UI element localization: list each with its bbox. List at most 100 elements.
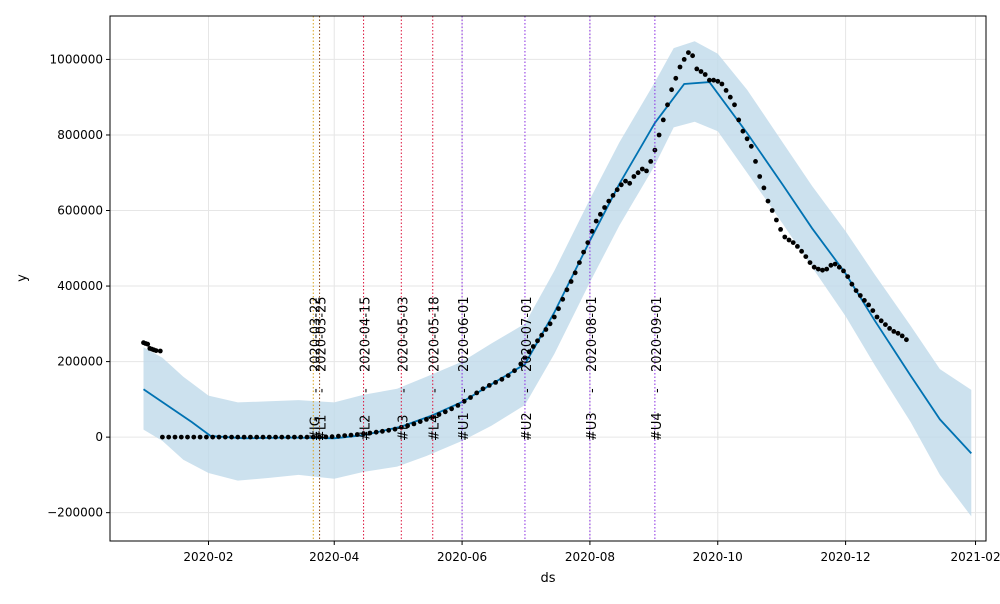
observed-point xyxy=(799,248,804,254)
observed-point xyxy=(711,77,716,83)
observed-point xyxy=(853,288,859,293)
observed-point xyxy=(191,434,197,440)
observed-point xyxy=(660,117,666,123)
event-code-label: #U3 xyxy=(585,412,600,441)
observed-point xyxy=(669,87,674,93)
observed-point xyxy=(899,333,905,339)
observed-point xyxy=(560,296,566,302)
observed-point xyxy=(698,69,704,74)
x-axis-label: ds xyxy=(540,571,555,586)
observed-point xyxy=(577,260,582,265)
event-separator: - xyxy=(520,388,535,393)
observed-point xyxy=(824,266,830,272)
observed-point xyxy=(719,81,725,87)
uncertainty-band xyxy=(143,41,972,517)
observed-point xyxy=(285,434,291,440)
observed-point xyxy=(857,293,863,298)
event-separator: - xyxy=(315,388,330,393)
event-code-label: #L2 xyxy=(359,415,374,441)
y-tick-label: 0 xyxy=(95,430,103,444)
x-tick-label: 2021-02 xyxy=(950,550,1000,564)
observed-point xyxy=(891,329,897,334)
observed-point xyxy=(686,50,691,55)
observed-point xyxy=(748,143,754,149)
observed-point xyxy=(602,205,607,210)
observed-point xyxy=(707,77,712,83)
observed-point xyxy=(648,159,654,164)
observed-point xyxy=(581,249,586,255)
observed-point xyxy=(354,432,360,437)
observed-point xyxy=(535,338,540,344)
observed-point xyxy=(367,430,373,436)
x-tick-label: 2020-04 xyxy=(309,550,359,564)
observed-point xyxy=(878,318,884,324)
observed-point xyxy=(486,383,492,388)
observed-point xyxy=(820,267,825,273)
observed-point xyxy=(753,159,758,164)
observed-point xyxy=(618,182,624,188)
plot-frame xyxy=(109,15,987,542)
event-code-label: #U4 xyxy=(650,412,665,441)
observed-point xyxy=(254,434,260,440)
x-tick-label: 2020-06 xyxy=(437,550,487,564)
observed-point xyxy=(690,53,695,59)
event-date-label: 2020-05-18 xyxy=(428,296,443,372)
observed-point xyxy=(157,348,163,354)
event-separator: - xyxy=(428,388,443,393)
observed-point xyxy=(623,178,628,184)
observed-point xyxy=(222,434,228,440)
observed-point xyxy=(442,409,448,415)
observed-point xyxy=(757,174,763,179)
x-tick-label: 2020-10 xyxy=(693,550,743,564)
band-layer xyxy=(143,41,972,517)
observed-point xyxy=(248,434,253,440)
observed-point xyxy=(736,117,742,123)
observed-point xyxy=(405,423,410,429)
observed-point xyxy=(160,434,165,440)
y-tick-label: 600000 xyxy=(57,204,103,218)
observed-point xyxy=(373,429,379,435)
observed-point xyxy=(411,421,417,427)
observed-point xyxy=(811,264,817,270)
event-layer: 2020-03-22-#IG2020-03-25-#L12020-04-15-#… xyxy=(308,16,665,541)
observed-point xyxy=(185,434,190,440)
observed-point xyxy=(644,168,649,174)
event-separator: - xyxy=(457,388,472,393)
observed-point xyxy=(836,264,842,270)
observed-point xyxy=(627,180,633,186)
event-code-label: #L3 xyxy=(396,415,411,441)
event-code-label: #L4 xyxy=(428,415,443,441)
observed-point xyxy=(732,102,737,108)
observed-point xyxy=(436,412,442,417)
observed-point xyxy=(279,434,285,440)
x-tick-label: 2020-12 xyxy=(821,550,871,564)
point-layer xyxy=(141,50,909,440)
observed-point xyxy=(430,414,436,420)
observed-point xyxy=(815,266,821,272)
event-date-label: 2020-07-01 xyxy=(520,296,535,372)
observed-point xyxy=(849,281,855,287)
observed-point xyxy=(273,434,278,440)
observed-point xyxy=(461,398,467,404)
observed-point xyxy=(530,344,536,349)
observed-point xyxy=(904,337,909,343)
y-tick-label: 1000000 xyxy=(50,52,103,66)
observed-point xyxy=(614,187,620,193)
event-separator: - xyxy=(650,388,665,393)
observed-point xyxy=(336,433,341,439)
event-date-label: 2020-03-25 xyxy=(315,296,330,372)
observed-point xyxy=(153,348,159,353)
observed-point xyxy=(348,432,354,438)
event-separator: - xyxy=(308,388,323,393)
y-axis-label: y xyxy=(15,274,30,282)
observed-point xyxy=(635,170,641,176)
observed-point xyxy=(727,94,733,100)
event-code-label: #U1 xyxy=(457,412,472,441)
event-date-label: 2020-04-15 xyxy=(359,296,374,372)
observed-point xyxy=(493,380,498,385)
observed-point xyxy=(204,434,209,440)
observed-point xyxy=(782,234,788,240)
observed-point xyxy=(526,349,532,355)
event-separator: - xyxy=(396,388,411,393)
event-date-label: 2020-06-01 xyxy=(457,296,472,372)
